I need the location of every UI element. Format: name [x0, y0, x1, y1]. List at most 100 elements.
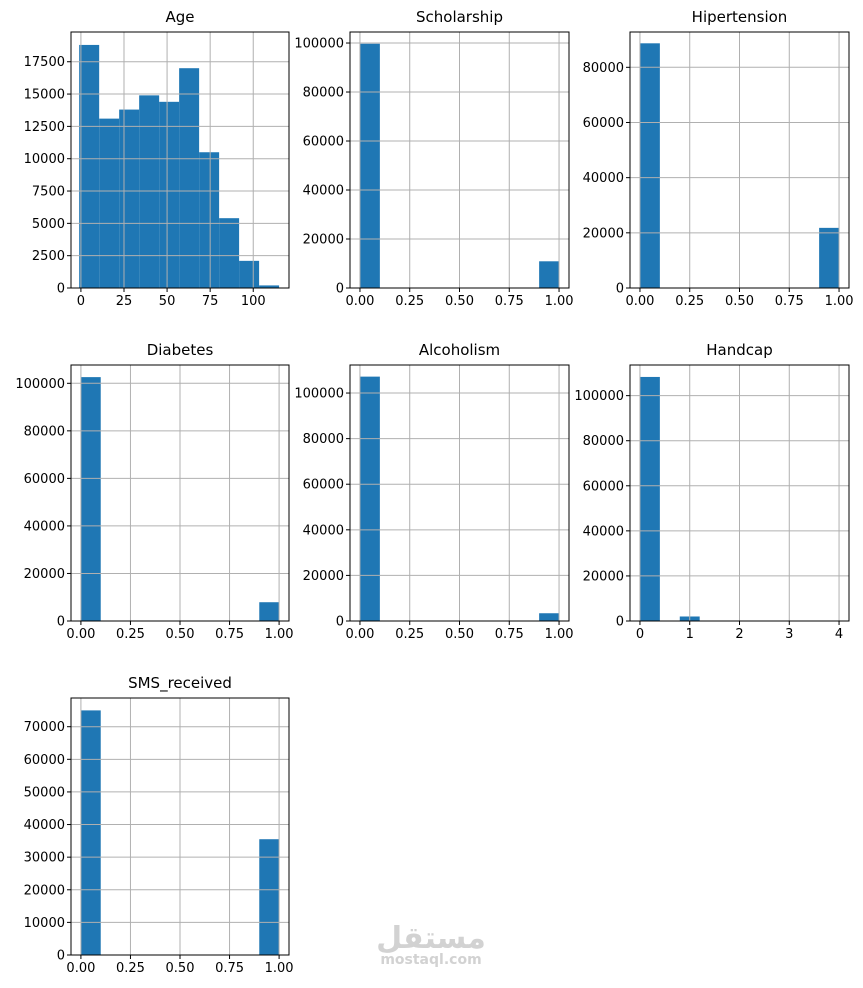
x-tick-label-diabetes-0: 0.00: [66, 627, 95, 642]
subplot-diabetes: 0.00 0.25 0.50 0.75 1.00 0 20000 40000 60000 8000…: [15, 341, 293, 642]
x-tick-label-diabetes-4: 1.00: [265, 627, 294, 642]
x-tick-label-hipertension-3: 0.75: [775, 294, 804, 309]
x-tick-label-scholarship-0: 0.00: [345, 294, 374, 309]
bar-sms-received-1: [259, 839, 280, 955]
y-tick-label-alcoholism-3: 60000: [303, 478, 344, 493]
bar-handcap-0: [639, 376, 660, 621]
subplot-title-alcoholism: Alcoholism: [419, 341, 500, 359]
bar-alcoholism-0: [359, 376, 380, 621]
y-tick-label-sms-received-5: 50000: [24, 785, 65, 800]
y-tick-label-handcap-2: 40000: [583, 524, 624, 539]
watermark-arabic: مستقل: [376, 921, 486, 956]
x-tick-label-age-4: 100: [241, 294, 266, 309]
x-tick-label-scholarship-4: 1.00: [545, 294, 574, 309]
y-tick-label-scholarship-2: 40000: [303, 184, 344, 199]
y-tick-label-age-7: 17500: [24, 55, 65, 70]
y-tick-label-hipertension-4: 80000: [583, 61, 624, 76]
x-tick-label-handcap-1: 1: [686, 627, 694, 642]
y-tick-label-sms-received-6: 60000: [24, 753, 65, 768]
bar-age-3: [139, 95, 160, 288]
y-tick-label-handcap-1: 20000: [583, 569, 624, 584]
bar-age-7: [219, 218, 240, 288]
y-tick-label-age-0: 0: [57, 282, 65, 297]
bar-age-5: [179, 68, 200, 288]
y-tick-label-age-3: 7500: [32, 185, 65, 200]
y-tick-label-diabetes-0: 0: [57, 615, 65, 630]
subplots: 0 25 50 75 100025005000750010000125001500017…: [15, 8, 853, 976]
y-tick-label-diabetes-4: 80000: [24, 424, 65, 439]
y-tick-label-alcoholism-4: 80000: [303, 432, 344, 447]
watermark-latin: mostaql.com: [380, 952, 481, 968]
x-tick-label-alcoholism-3: 0.75: [495, 627, 524, 642]
subplot-title-handcap: Handcap: [706, 341, 772, 359]
y-tick-label-scholarship-3: 60000: [303, 135, 344, 150]
x-tick-label-handcap-3: 3: [785, 627, 793, 642]
x-tick-label-age-2: 50: [159, 294, 176, 309]
y-tick-label-hipertension-1: 20000: [583, 226, 624, 241]
subplot-title-diabetes: Diabetes: [147, 341, 214, 359]
bar-diabetes-0: [80, 377, 101, 621]
subplot-title-scholarship: Scholarship: [416, 8, 503, 26]
x-tick-label-hipertension-0: 0.00: [625, 294, 654, 309]
bar-hipertension-1: [819, 227, 840, 288]
bar-age-8: [239, 260, 260, 288]
subplot-scholarship: 0.00 0.25 0.50 0.75 1.00 0 20000 40000 60000 8000…: [294, 8, 573, 309]
y-tick-label-sms-received-0: 0: [57, 949, 65, 964]
x-tick-label-handcap-2: 2: [735, 627, 743, 642]
y-tick-label-diabetes-2: 40000: [24, 519, 65, 534]
x-tick-label-alcoholism-4: 1.00: [545, 627, 574, 642]
y-tick-label-diabetes-1: 20000: [24, 567, 65, 582]
x-tick-label-alcoholism-0: 0.00: [345, 627, 374, 642]
bar-diabetes-1: [259, 602, 280, 621]
subplot-title-hipertension: Hipertension: [692, 8, 788, 26]
subplot-title-sms-received: SMS_received: [128, 674, 232, 693]
bar-age-4: [159, 101, 180, 289]
subplot-sms-received: 0.00 0.25 0.50 0.75 1.00 0 10000 20000 30000 4000…: [24, 674, 294, 976]
bar-scholarship-0: [359, 43, 380, 288]
subplot-alcoholism: 0.00 0.25 0.50 0.75 1.00 0 20000 40000 60000 8000…: [294, 341, 573, 642]
y-tick-label-alcoholism-0: 0: [336, 615, 344, 630]
y-tick-label-hipertension-0: 0: [616, 282, 624, 297]
x-tick-label-sms-received-2: 0.50: [166, 961, 195, 976]
x-tick-label-hipertension-4: 1.00: [825, 294, 854, 309]
bar-age-0: [79, 44, 100, 289]
x-tick-label-sms-received-1: 0.25: [116, 961, 145, 976]
x-tick-label-age-1: 25: [116, 294, 133, 309]
y-tick-label-hipertension-3: 60000: [583, 116, 624, 131]
y-tick-label-diabetes-3: 60000: [24, 472, 65, 487]
y-tick-label-handcap-5: 100000: [574, 389, 624, 404]
x-tick-label-alcoholism-2: 0.50: [445, 627, 474, 642]
x-tick-label-scholarship-1: 0.25: [395, 294, 424, 309]
y-tick-label-alcoholism-2: 40000: [303, 523, 344, 538]
bar-age-9: [259, 285, 280, 288]
bar-alcoholism-1: [539, 613, 560, 621]
y-tick-label-alcoholism-5: 100000: [294, 387, 344, 402]
x-tick-label-sms-received-0: 0.00: [66, 961, 95, 976]
y-tick-label-sms-received-2: 20000: [24, 883, 65, 898]
x-tick-label-alcoholism-1: 0.25: [395, 627, 424, 642]
y-tick-label-scholarship-4: 80000: [303, 86, 344, 101]
x-tick-label-age-3: 75: [202, 294, 219, 309]
axes-frame-age: [70, 31, 290, 289]
y-tick-label-age-2: 5000: [32, 217, 65, 232]
y-tick-label-age-4: 10000: [24, 152, 65, 167]
y-tick-label-age-6: 15000: [24, 88, 65, 103]
subplot-handcap: 0 1 2 3 4 0 20000 40000 60000 80000 100000 Handcap: [574, 341, 850, 642]
subplot-hipertension: 0.00 0.25 0.50 0.75 1.00 0 20000 40000 60000 8000…: [583, 8, 854, 309]
y-tick-label-scholarship-5: 100000: [294, 37, 344, 52]
x-tick-label-age-0: 0: [77, 294, 85, 309]
bar-scholarship-1: [539, 261, 560, 288]
y-tick-label-handcap-3: 60000: [583, 479, 624, 494]
subplot-title-age: Age: [165, 8, 194, 26]
y-tick-label-diabetes-5: 100000: [15, 377, 65, 392]
y-tick-label-handcap-4: 80000: [583, 434, 624, 449]
bar-age-1: [99, 118, 120, 289]
y-tick-label-sms-received-4: 40000: [24, 818, 65, 833]
x-tick-label-scholarship-3: 0.75: [495, 294, 524, 309]
x-tick-label-handcap-4: 4: [835, 627, 843, 642]
x-tick-label-sms-received-3: 0.75: [215, 961, 244, 976]
y-tick-label-sms-received-7: 70000: [24, 720, 65, 735]
y-tick-label-scholarship-0: 0: [336, 282, 344, 297]
bar-age-2: [119, 109, 140, 288]
